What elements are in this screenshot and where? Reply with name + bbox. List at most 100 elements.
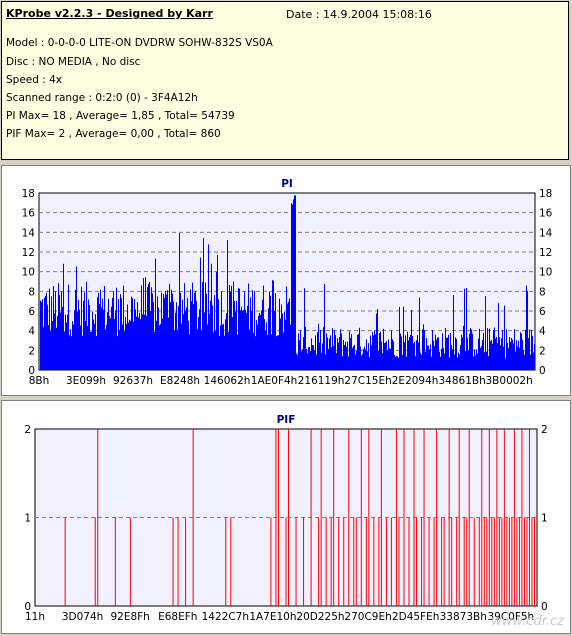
pi-bar bbox=[297, 354, 298, 370]
pi-xtick-label: 216119h bbox=[298, 375, 345, 387]
pi-bar bbox=[104, 286, 105, 370]
pi-bar bbox=[275, 293, 276, 370]
pi-bar bbox=[285, 319, 286, 370]
pi-bar bbox=[227, 240, 228, 370]
pi-bar bbox=[367, 351, 368, 370]
pi-bar bbox=[420, 352, 421, 370]
pi-bar bbox=[88, 299, 89, 370]
pi-bar bbox=[141, 285, 142, 370]
pif-chart-panel: 0 0 1 1 2 2 11h 3D074h 92E8Fh E68EFh 1422C7h 1A7E10… bbox=[1, 400, 571, 634]
pi-bar bbox=[533, 352, 534, 370]
pi-bar bbox=[76, 266, 77, 370]
pi-bar bbox=[131, 296, 132, 370]
pi-bar bbox=[195, 290, 196, 370]
pi-bar bbox=[51, 296, 52, 370]
watermark: www.cdr.cz bbox=[491, 614, 564, 629]
pi-bar bbox=[198, 316, 199, 370]
pi-bar bbox=[374, 330, 375, 370]
pi-bar bbox=[505, 357, 506, 370]
pi-bar bbox=[453, 295, 454, 370]
pif-xtick-label: 2D45FEh bbox=[392, 611, 439, 623]
pi-bar bbox=[321, 352, 322, 370]
pi-bar bbox=[377, 309, 378, 370]
pi-bar bbox=[171, 289, 172, 370]
pi-bar bbox=[472, 333, 473, 370]
pi-bar bbox=[461, 334, 462, 370]
pi-bar bbox=[205, 282, 206, 370]
pi-bar bbox=[492, 343, 493, 370]
pi-bar bbox=[272, 280, 273, 370]
pi-bar bbox=[499, 337, 500, 370]
pi-bar bbox=[252, 290, 253, 370]
pi-bar bbox=[217, 254, 218, 370]
pi-bar bbox=[255, 336, 256, 370]
pi-ytick-right: 6 bbox=[539, 306, 546, 318]
pi-bar bbox=[148, 284, 149, 370]
pi-bar bbox=[508, 348, 509, 370]
pi-bar bbox=[497, 343, 498, 370]
pi-bar bbox=[458, 352, 459, 370]
pi-bar bbox=[347, 341, 348, 370]
pi-bar bbox=[464, 288, 465, 370]
pi-bar bbox=[395, 357, 396, 370]
pi-bar bbox=[457, 357, 458, 370]
info-disc: Disc : NO MEDIA , No disc bbox=[6, 56, 141, 68]
pi-bar bbox=[180, 292, 181, 370]
pi-bar bbox=[214, 295, 215, 370]
pi-bar bbox=[249, 329, 250, 370]
pi-bar bbox=[103, 309, 104, 370]
pi-bar bbox=[102, 298, 103, 370]
pi-bar bbox=[55, 291, 56, 370]
pi-bar bbox=[486, 351, 487, 370]
pi-bar bbox=[96, 336, 97, 370]
pi-bar bbox=[170, 302, 171, 370]
pi-bar bbox=[280, 318, 281, 370]
pi-bar bbox=[313, 345, 314, 370]
pi-bar bbox=[164, 297, 165, 370]
pi-bar bbox=[44, 297, 45, 370]
pi-bar bbox=[168, 317, 169, 370]
pi-bar bbox=[300, 330, 301, 370]
pi-bar bbox=[259, 312, 260, 370]
pi-bar bbox=[49, 288, 50, 370]
pi-bar bbox=[411, 309, 412, 370]
pi-bar bbox=[495, 338, 496, 370]
pi-bar bbox=[324, 283, 325, 370]
pi-bar bbox=[319, 342, 320, 370]
pi-bar bbox=[248, 283, 249, 370]
pi-bar bbox=[344, 344, 345, 370]
pi-bar bbox=[155, 258, 156, 370]
pi-bar bbox=[54, 313, 55, 370]
pi-bar bbox=[92, 311, 93, 370]
pi-bar bbox=[357, 334, 358, 370]
pi-bar bbox=[137, 302, 138, 370]
pi-bar bbox=[251, 310, 252, 370]
pi-bar bbox=[361, 355, 362, 370]
pi-bar bbox=[398, 357, 399, 370]
pi-bar bbox=[379, 333, 380, 370]
pi-bar bbox=[271, 334, 272, 370]
pi-bar bbox=[323, 327, 324, 370]
pi-bar bbox=[219, 335, 220, 370]
pi-ytick-right: 0 bbox=[539, 365, 546, 377]
pi-bar bbox=[485, 296, 486, 370]
pi-bar bbox=[181, 323, 182, 370]
pi-bar bbox=[296, 353, 297, 370]
pi-bar bbox=[270, 295, 271, 370]
pi-ytick-left: 8 bbox=[28, 286, 35, 298]
pi-bar bbox=[124, 331, 125, 370]
pi-bar bbox=[445, 328, 446, 370]
pi-bar bbox=[402, 354, 403, 370]
pi-bar bbox=[243, 309, 244, 370]
info-pi-summary: PI Max= 18 , Average= 1,85 , Total= 5473… bbox=[6, 110, 235, 122]
pi-bar bbox=[412, 336, 413, 370]
pi-bar bbox=[244, 291, 245, 370]
pi-bar bbox=[281, 304, 282, 370]
pi-bar bbox=[94, 323, 95, 370]
pi-bar bbox=[408, 340, 409, 370]
pi-bar bbox=[483, 332, 484, 370]
pi-bar bbox=[93, 319, 94, 370]
pi-bar bbox=[65, 314, 66, 370]
pi-bar bbox=[305, 326, 306, 370]
pi-bar bbox=[388, 339, 389, 370]
